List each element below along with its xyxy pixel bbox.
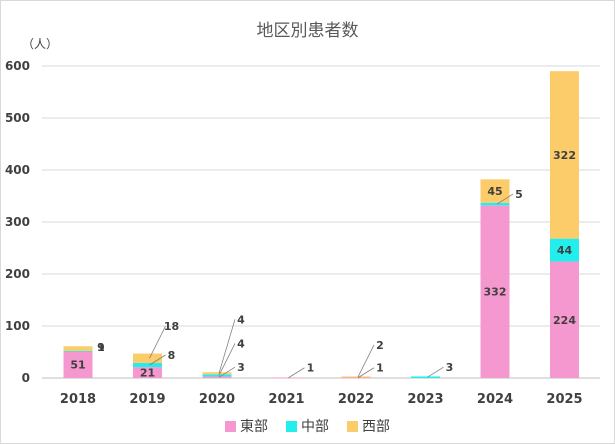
y-tick-label: 200 xyxy=(5,267,30,281)
x-tick-label: 2023 xyxy=(407,392,443,407)
y-unit-label: （人） xyxy=(22,37,59,51)
legend-label-east: 東部 xyxy=(240,419,268,435)
bar-segment xyxy=(341,376,371,378)
bar-segment xyxy=(202,374,232,377)
data-label: 5 xyxy=(515,188,523,201)
data-label: 44 xyxy=(557,244,573,257)
x-tick-label: 2020 xyxy=(199,392,235,407)
legend-item-east: 東部 xyxy=(225,416,268,436)
bar-segment xyxy=(480,202,510,206)
data-label: 51 xyxy=(70,359,85,372)
data-label: 18 xyxy=(164,320,179,333)
bar-segment xyxy=(202,376,232,378)
legend-label-central: 中部 xyxy=(301,419,329,435)
bar-segment xyxy=(63,351,93,378)
bar-segment xyxy=(63,350,93,352)
bar-segment xyxy=(411,376,440,378)
data-label: 45 xyxy=(487,185,502,198)
bar-segment xyxy=(550,71,579,239)
bar-segment xyxy=(480,205,510,378)
y-tick-label: 500 xyxy=(5,111,30,125)
chart-title: 地区別患者数 xyxy=(256,21,359,41)
data-label-leader xyxy=(218,343,236,376)
legend-swatch-central xyxy=(286,420,297,432)
bar-segment xyxy=(550,261,579,378)
bar-segment xyxy=(133,367,162,378)
data-label: 332 xyxy=(484,286,507,299)
y-tick-label: 0 xyxy=(22,371,30,385)
x-tick-label: 2024 xyxy=(477,392,513,407)
data-label: 3 xyxy=(237,361,245,374)
bar-segment xyxy=(341,377,371,379)
y-tick-label: 300 xyxy=(5,215,30,229)
data-label: 1 xyxy=(97,341,105,354)
data-label: 1 xyxy=(307,362,315,375)
data-label: 322 xyxy=(553,149,576,162)
y-tick-label: 600 xyxy=(5,59,30,73)
bar-segment xyxy=(133,362,162,368)
data-label: 3 xyxy=(446,361,454,374)
x-tick-label: 2018 xyxy=(60,392,96,407)
x-tick-label: 2022 xyxy=(338,392,374,407)
bar-segment xyxy=(272,377,301,379)
data-label: 224 xyxy=(553,314,576,327)
legend-label-west: 西部 xyxy=(362,419,390,435)
bar-segment xyxy=(63,346,93,351)
data-label: 21 xyxy=(140,367,155,380)
data-label: 2 xyxy=(376,339,384,352)
data-label-leader xyxy=(149,326,166,359)
legend-item-central: 中部 xyxy=(286,416,329,436)
data-label-leader xyxy=(218,366,236,378)
y-tick-label: 400 xyxy=(5,163,30,177)
x-tick-label: 2019 xyxy=(129,392,165,407)
data-label-leader xyxy=(149,354,166,366)
data-label: 1 xyxy=(376,362,384,375)
legend-item-west: 西部 xyxy=(347,416,390,436)
data-label: 4 xyxy=(237,313,245,326)
data-label-leader xyxy=(357,344,375,378)
bar-segment xyxy=(133,353,162,363)
data-label: 4 xyxy=(237,337,245,350)
x-tick-label: 2021 xyxy=(268,392,304,407)
bar-segment xyxy=(550,238,579,262)
data-label-leader xyxy=(427,366,444,378)
data-label-leader xyxy=(496,193,514,205)
data-label-leader xyxy=(218,319,236,374)
bar-segment xyxy=(480,179,510,203)
y-tick-label: 100 xyxy=(5,319,30,333)
data-label: 9 xyxy=(97,341,105,354)
legend-swatch-west xyxy=(347,420,358,432)
legend: 東部 中部 西部 xyxy=(0,416,615,436)
x-tick-label: 2025 xyxy=(546,392,582,407)
data-label-leader xyxy=(288,367,305,379)
data-label-leader xyxy=(357,367,375,379)
legend-swatch-east xyxy=(225,420,236,432)
bar-segment xyxy=(202,372,232,375)
data-label: 8 xyxy=(168,349,176,362)
